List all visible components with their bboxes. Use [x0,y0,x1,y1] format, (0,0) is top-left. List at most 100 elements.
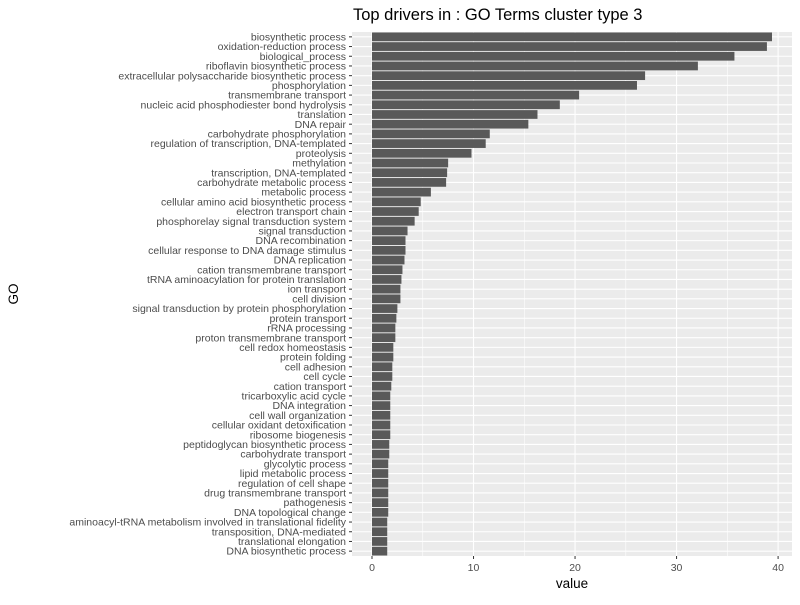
bar [372,255,405,265]
y-tick-label: riboflavin biosynthetic process [206,61,346,73]
bar [372,226,408,236]
x-tick-label: 10 [468,562,480,574]
y-tick-label: DNA topological change [234,507,346,519]
y-tick-label: cell wall organization [249,410,346,422]
bar [372,110,538,119]
y-tick-label: oxidation-reduction process [218,41,346,53]
bar [372,236,406,245]
grid-major-lines [352,32,792,556]
bar [372,304,398,313]
y-tick-label: proteolysis [296,148,346,160]
bar [372,488,389,498]
y-tick-label: cellular oxidant detoxification [212,420,346,432]
bar [372,517,388,527]
y-tick-label: tricarboxylic acid cycle [242,390,347,402]
y-tick-label: methylation [292,158,346,170]
y-tick-label: biosynthetic process [251,31,346,43]
bar [372,265,403,275]
bar [372,420,391,430]
x-tick-label: 30 [671,562,683,574]
bar [372,148,472,158]
y-tick-label: extracellular polysaccharide biosyntheti… [118,70,346,82]
y-tick-label: peptidoglycan biosynthetic process [183,439,346,451]
y-tick-label: cell redox homeostasis [239,342,346,354]
bar [372,459,389,469]
y-tick-label: protein transport [270,313,347,325]
y-tick-label: signal transduction [258,226,346,238]
bar [372,537,388,546]
y-tick-label: regulation of transcription, DNA-templat… [150,138,346,150]
y-tick-label: phosphorelay signal transduction system [156,216,346,228]
bar [372,381,392,391]
y-tick-label: cell adhesion [285,361,346,373]
y-tick-label: signal transduction by protein phosphory… [132,303,346,315]
grid-minor-lines [422,32,728,556]
y-axis-labels: biosynthetic processoxidation-reduction … [69,31,346,557]
bar [372,129,490,139]
bar [372,343,394,352]
y-tick-label: translational elongation [238,536,346,548]
bar [372,71,646,81]
bar [372,372,393,381]
bar [372,197,421,207]
bar [372,100,560,110]
bar [372,449,390,459]
bar [372,178,447,187]
y-tick-label: phosphorylation [272,80,346,92]
bar [372,81,637,90]
y-tick-label: rRNA processing [267,323,346,335]
y-tick-label: DNA replication [274,255,347,267]
bar [372,469,389,478]
x-tick-label: 20 [569,562,581,574]
bar [372,430,391,440]
y-tick-label: carbohydrate metabolic process [197,177,346,189]
bar [372,527,388,537]
y-tick-label: transcription, DNA-templated [211,167,346,179]
bar [372,546,388,556]
chart-title: Top drivers in : GO Terms cluster type 3 [353,6,642,24]
bar [372,90,580,100]
y-tick-label: glycolytic process [264,458,346,470]
y-axis-title: GO [6,283,21,304]
x-tick-label: 0 [369,562,375,574]
y-tick-label: cell cycle [303,371,346,383]
bar [372,187,431,197]
y-axis-ticks [349,36,352,552]
bar [372,61,698,71]
bar [372,284,401,294]
bar [372,245,406,255]
y-tick-label: cell division [292,293,346,305]
bar [372,216,415,226]
x-axis-labels: 0 10 20 30 40 [369,562,784,574]
y-tick-label: drug transmembrane transport [204,488,346,500]
bar [372,333,396,343]
x-axis-title: value [556,576,588,591]
y-tick-label: ion transport [288,284,346,296]
bar [372,275,402,284]
y-tick-label: ribosome biogenesis [250,429,346,441]
x-axis-ticks [371,556,779,559]
y-tick-label: cation transmembrane transport [197,264,346,276]
y-tick-label: DNA biosynthetic process [226,546,346,558]
y-tick-label: cation transport [274,381,346,393]
y-tick-label: nucleic acid phosphodiester bond hydroly… [141,99,346,111]
bar [372,352,394,362]
bar [372,51,735,61]
plot-panel [352,32,792,556]
y-tick-label: translation [298,109,347,121]
y-tick-label: transposition, DNA-mediated [212,526,346,538]
y-tick-label: carbohydrate phosphorylation [208,128,347,140]
bar [372,391,391,401]
bar [372,410,391,420]
y-tick-label: metabolic process [261,187,346,199]
bar [372,207,419,216]
bar [372,42,767,51]
bar [372,362,393,372]
y-tick-label: lipid metabolic process [240,468,346,480]
y-tick-label: electron transport chain [236,206,346,218]
y-tick-label: proton transmembrane transport [195,332,346,344]
y-tick-label: regulation of cell shape [238,478,346,490]
y-tick-label: pathogenesis [284,497,346,509]
